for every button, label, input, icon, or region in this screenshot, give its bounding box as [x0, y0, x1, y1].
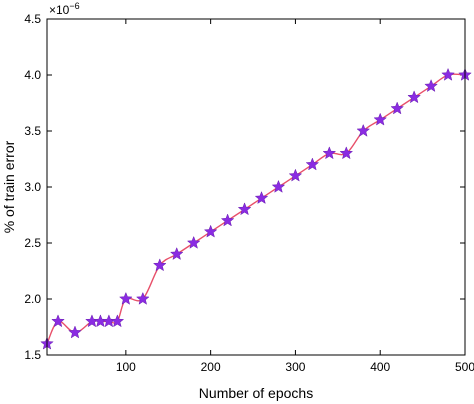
data-point	[51, 314, 65, 328]
data-point	[305, 157, 320, 171]
y-tick-label: 1.5	[24, 348, 41, 362]
x-tick-label: 400	[370, 360, 390, 374]
x-tick-label: 300	[285, 360, 305, 374]
data-point	[186, 235, 201, 249]
y-tick-label: 3.5	[24, 124, 41, 138]
plot-frame	[46, 18, 466, 356]
y-multiplier-exponent: −6	[69, 1, 79, 11]
data-point	[356, 123, 371, 137]
x-tick-label: 500	[455, 360, 474, 374]
data-point	[68, 325, 82, 339]
data-point	[203, 224, 218, 238]
data-point	[441, 67, 455, 81]
y-multiplier-label: ×10−6	[49, 1, 80, 17]
data-point	[135, 291, 150, 305]
data-point	[373, 112, 388, 126]
x-tick-label: 200	[201, 360, 221, 374]
x-tick-label: 100	[116, 360, 136, 374]
data-point	[152, 258, 167, 272]
y-tick-label: 3.0	[24, 180, 41, 194]
data-point	[220, 213, 235, 227]
data-point	[322, 146, 337, 160]
data-point	[271, 179, 286, 193]
y-multiplier-base: ×10	[49, 3, 70, 17]
x-tick-labels: 100 200 300 400 500	[116, 360, 474, 374]
data-point	[424, 79, 438, 93]
data-point	[110, 314, 125, 328]
data-point	[407, 90, 421, 104]
data-point	[254, 191, 269, 205]
y-tick-label: 4.5	[24, 12, 41, 26]
y-tick-label: 2.5	[24, 236, 41, 250]
data-point	[119, 291, 133, 305]
series-line	[46, 73, 466, 345]
data-point	[237, 202, 252, 216]
plot-area	[47, 19, 465, 355]
y-axis-label: % of train error	[1, 140, 17, 233]
data-point	[339, 146, 354, 160]
y-tick-labels: 1.5 2.0 2.5 3.0 3.5 4.0 4.5	[24, 12, 41, 362]
data-point	[390, 101, 405, 115]
data-point	[288, 168, 303, 182]
data-point	[169, 247, 184, 261]
y-tick-label: 4.0	[24, 68, 41, 82]
x-axis-label: Number of epochs	[199, 385, 313, 401]
y-tick-label: 2.0	[24, 292, 41, 306]
